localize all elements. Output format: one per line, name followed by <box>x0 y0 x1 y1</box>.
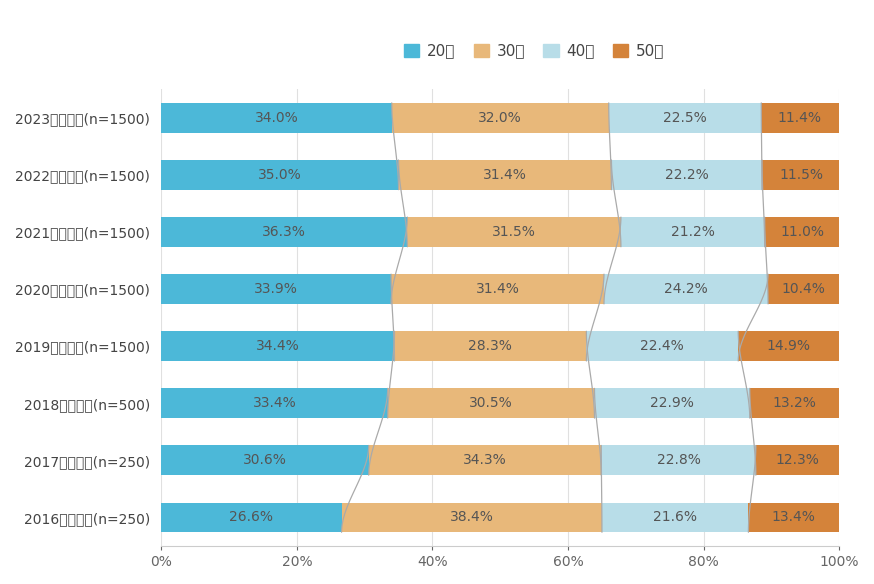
Text: 22.9%: 22.9% <box>650 396 694 410</box>
Text: 22.5%: 22.5% <box>663 111 707 125</box>
Bar <box>392 103 608 133</box>
Text: 13.2%: 13.2% <box>773 396 816 410</box>
Bar <box>612 160 762 190</box>
Bar <box>761 103 838 133</box>
Text: 31.4%: 31.4% <box>475 282 519 296</box>
Text: 35.0%: 35.0% <box>258 168 302 182</box>
Bar <box>756 446 839 475</box>
Text: 33.4%: 33.4% <box>253 396 296 410</box>
Text: 33.9%: 33.9% <box>254 282 298 296</box>
Text: 31.4%: 31.4% <box>483 168 527 182</box>
Bar <box>369 446 601 475</box>
Bar <box>750 388 839 418</box>
Text: 13.4%: 13.4% <box>772 510 815 524</box>
Text: 30.6%: 30.6% <box>243 453 287 467</box>
Text: 11.0%: 11.0% <box>780 225 824 239</box>
Bar <box>594 388 750 418</box>
Text: 14.9%: 14.9% <box>766 339 811 353</box>
Text: 30.5%: 30.5% <box>469 396 513 410</box>
Text: 38.4%: 38.4% <box>450 510 494 524</box>
Bar <box>161 274 391 304</box>
Bar <box>601 446 756 475</box>
Bar <box>739 331 839 361</box>
Bar <box>161 446 369 475</box>
Legend: 20代, 30代, 40代, 50代: 20代, 30代, 40代, 50代 <box>398 37 670 65</box>
Text: 34.0%: 34.0% <box>254 111 298 125</box>
Text: 10.4%: 10.4% <box>781 282 825 296</box>
Bar <box>586 331 739 361</box>
Bar <box>161 217 407 247</box>
Text: 26.6%: 26.6% <box>229 510 274 524</box>
Text: 22.2%: 22.2% <box>665 168 709 182</box>
Bar <box>621 217 765 247</box>
Bar <box>394 331 586 361</box>
Bar <box>342 503 602 532</box>
Bar <box>161 103 392 133</box>
Text: 11.5%: 11.5% <box>779 168 823 182</box>
Text: 34.4%: 34.4% <box>256 339 300 353</box>
Text: 21.6%: 21.6% <box>653 510 697 524</box>
Bar <box>399 160 612 190</box>
Text: 28.3%: 28.3% <box>468 339 512 353</box>
Bar <box>388 388 594 418</box>
Text: 11.4%: 11.4% <box>778 111 822 125</box>
Bar <box>608 103 761 133</box>
Bar <box>604 274 768 304</box>
Text: 24.2%: 24.2% <box>664 282 708 296</box>
Text: 22.8%: 22.8% <box>656 453 700 467</box>
Bar <box>407 217 621 247</box>
Bar <box>765 217 839 247</box>
Bar <box>768 274 838 304</box>
Text: 36.3%: 36.3% <box>262 225 306 239</box>
Bar <box>161 160 399 190</box>
Bar <box>161 331 394 361</box>
Text: 12.3%: 12.3% <box>775 453 820 467</box>
Bar <box>391 274 604 304</box>
Text: 21.2%: 21.2% <box>671 225 715 239</box>
Bar <box>602 503 748 532</box>
Bar <box>161 503 342 532</box>
Bar <box>748 503 839 532</box>
Bar <box>762 160 840 190</box>
Text: 34.3%: 34.3% <box>463 453 507 467</box>
Text: 32.0%: 32.0% <box>478 111 522 125</box>
Text: 22.4%: 22.4% <box>641 339 684 353</box>
Bar <box>161 388 388 418</box>
Text: 31.5%: 31.5% <box>492 225 536 239</box>
